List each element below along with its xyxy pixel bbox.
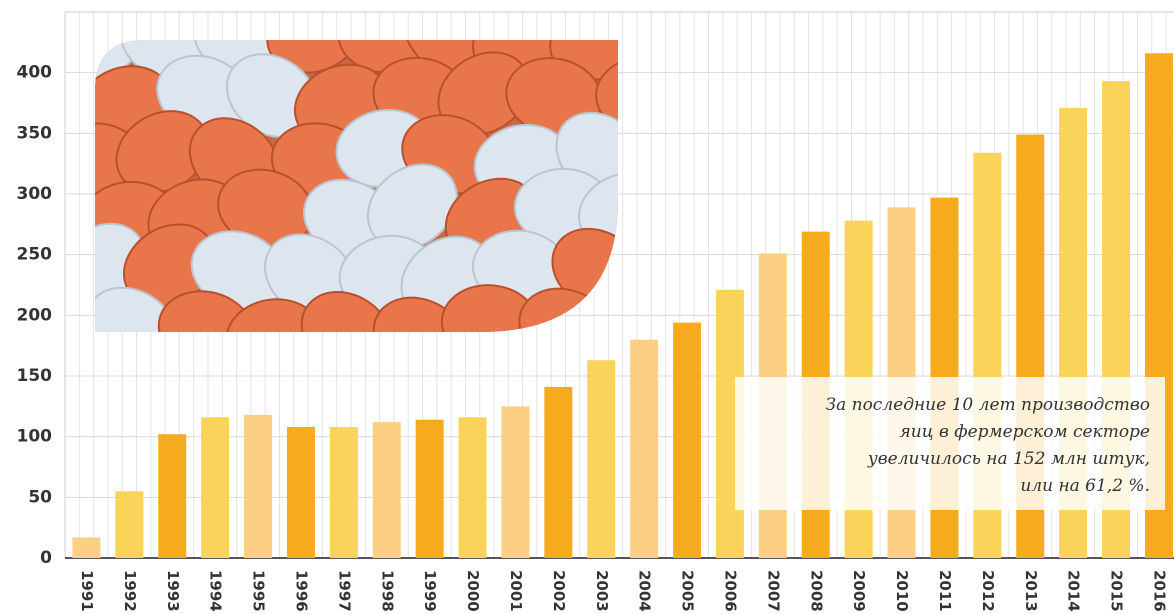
y-tick-label: 150 — [17, 366, 53, 386]
x-tick-label: 2005 — [679, 570, 697, 612]
bar — [501, 406, 529, 558]
x-tick-label: 2003 — [593, 570, 611, 612]
bar — [287, 427, 315, 558]
x-tick-label: 2008 — [807, 570, 825, 612]
x-tick-label: 1991 — [78, 570, 96, 612]
y-tick-label: 200 — [17, 305, 53, 325]
x-tick-label: 1998 — [378, 570, 396, 612]
chart: За последние 10 лет производство яиц в фе… — [0, 0, 1174, 614]
x-tick-label: 2004 — [636, 570, 654, 612]
annotation-line: или на 61,2 %. — [1020, 476, 1150, 496]
x-tick-label: 2002 — [550, 570, 568, 612]
x-tick-label: 2012 — [979, 570, 997, 612]
bar — [158, 434, 186, 558]
x-tick-label: 2016 — [1150, 570, 1168, 612]
y-tick-label: 300 — [17, 184, 53, 204]
annotation-line: увеличилось на 152 млн штук, — [867, 449, 1150, 469]
bar — [244, 415, 272, 558]
x-tick-label: 1999 — [421, 570, 439, 612]
y-tick-label: 400 — [17, 63, 53, 83]
x-tick-label: 2014 — [1065, 570, 1083, 612]
x-tick-label: 1992 — [121, 570, 139, 612]
annotation-line: За последние 10 лет производство — [825, 395, 1150, 415]
bar — [544, 387, 572, 558]
x-tick-label: 2007 — [764, 570, 782, 612]
x-tick-label: 2013 — [1022, 570, 1040, 612]
bar — [330, 427, 358, 558]
annotation-line: яиц в фермерском секторе — [900, 422, 1151, 442]
x-tick-label: 1993 — [164, 570, 182, 612]
page: За последние 10 лет производство яиц в фе… — [0, 0, 1174, 614]
bar — [201, 417, 229, 558]
bar — [673, 323, 701, 558]
y-tick-label: 0 — [40, 548, 52, 568]
y-tick-label: 250 — [17, 245, 53, 265]
bar — [416, 420, 444, 558]
bar — [587, 360, 615, 558]
x-tick-label: 1995 — [250, 570, 268, 612]
y-tick-label: 350 — [17, 123, 53, 143]
x-tick-label: 2001 — [507, 570, 525, 612]
x-tick-label: 1994 — [207, 570, 225, 612]
bar — [115, 491, 143, 558]
x-tick-label: 1996 — [292, 570, 310, 612]
x-tick-label: 2006 — [721, 570, 739, 612]
y-tick-label: 100 — [17, 427, 53, 447]
x-tick-label: 2010 — [893, 570, 911, 612]
bar — [630, 340, 658, 558]
bar — [459, 417, 487, 558]
x-tick-label: 1997 — [335, 570, 353, 612]
x-tick-label: 2015 — [1108, 570, 1126, 612]
x-tick-label: 2009 — [850, 570, 868, 612]
bar — [72, 537, 100, 558]
x-tick-label: 2000 — [464, 570, 482, 612]
bar — [373, 422, 401, 558]
y-tick-label: 50 — [28, 487, 52, 507]
x-tick-label: 2011 — [936, 570, 954, 612]
